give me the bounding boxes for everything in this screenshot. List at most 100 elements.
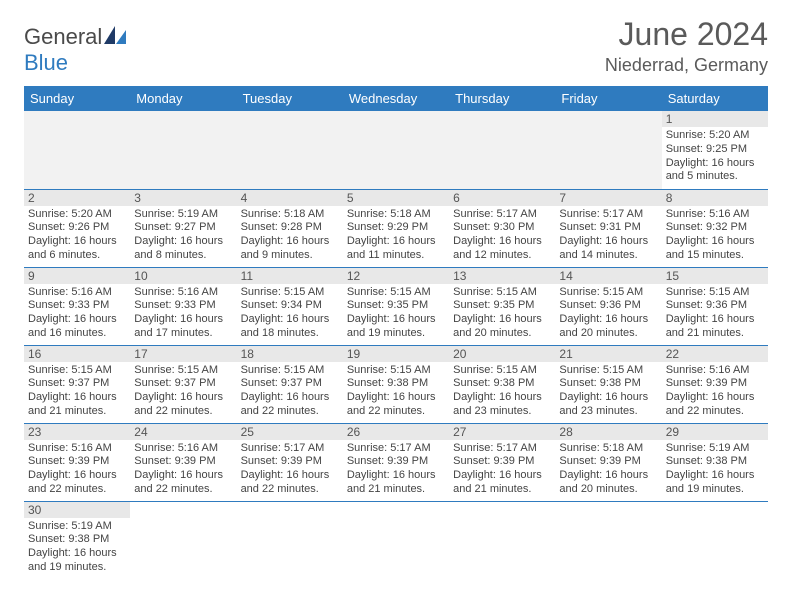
header: General Blue June 2024 Niederrad, German… <box>24 16 768 76</box>
sunrise-text: Sunrise: 5:15 AM <box>241 364 339 378</box>
day-number: 17 <box>130 346 236 362</box>
weekday-header: Friday <box>555 86 661 111</box>
day-data: Sunrise: 5:18 AMSunset: 9:28 PMDaylight:… <box>237 206 343 267</box>
daylight-text: Daylight: 16 hours and 19 minutes. <box>28 547 126 575</box>
day-number: 23 <box>24 424 130 440</box>
calendar-cell: 19Sunrise: 5:15 AMSunset: 9:38 PMDayligh… <box>343 345 449 423</box>
daylight-text: Daylight: 16 hours and 22 minutes. <box>666 391 764 419</box>
sunset-text: Sunset: 9:35 PM <box>347 299 445 313</box>
sunrise-text: Sunrise: 5:15 AM <box>666 286 764 300</box>
sunset-text: Sunset: 9:37 PM <box>241 377 339 391</box>
calendar-cell <box>343 501 449 579</box>
day-number: 27 <box>449 424 555 440</box>
sunset-text: Sunset: 9:29 PM <box>347 221 445 235</box>
title-block: June 2024 Niederrad, Germany <box>605 16 768 76</box>
sunset-text: Sunset: 9:26 PM <box>28 221 126 235</box>
sunset-text: Sunset: 9:38 PM <box>28 533 126 547</box>
calendar-cell: 7Sunrise: 5:17 AMSunset: 9:31 PMDaylight… <box>555 189 661 267</box>
sunrise-text: Sunrise: 5:18 AM <box>559 442 657 456</box>
day-number: 16 <box>24 346 130 362</box>
sunset-text: Sunset: 9:38 PM <box>559 377 657 391</box>
sunrise-text: Sunrise: 5:15 AM <box>134 364 232 378</box>
day-data: Sunrise: 5:17 AMSunset: 9:39 PMDaylight:… <box>237 440 343 501</box>
day-number: 3 <box>130 190 236 206</box>
sunset-text: Sunset: 9:34 PM <box>241 299 339 313</box>
day-data: Sunrise: 5:15 AMSunset: 9:36 PMDaylight:… <box>662 284 768 345</box>
sunset-text: Sunset: 9:39 PM <box>241 455 339 469</box>
sunrise-text: Sunrise: 5:17 AM <box>241 442 339 456</box>
day-number: 15 <box>662 268 768 284</box>
daylight-text: Daylight: 16 hours and 21 minutes. <box>28 391 126 419</box>
calendar-table: Sunday Monday Tuesday Wednesday Thursday… <box>24 86 768 579</box>
sunset-text: Sunset: 9:39 PM <box>453 455 551 469</box>
day-data: Sunrise: 5:18 AMSunset: 9:29 PMDaylight:… <box>343 206 449 267</box>
sunset-text: Sunset: 9:35 PM <box>453 299 551 313</box>
calendar-cell: 2Sunrise: 5:20 AMSunset: 9:26 PMDaylight… <box>24 189 130 267</box>
sunset-text: Sunset: 9:39 PM <box>559 455 657 469</box>
day-data: Sunrise: 5:20 AMSunset: 9:26 PMDaylight:… <box>24 206 130 267</box>
calendar-cell: 9Sunrise: 5:16 AMSunset: 9:33 PMDaylight… <box>24 267 130 345</box>
daylight-text: Daylight: 16 hours and 12 minutes. <box>453 235 551 263</box>
day-number: 24 <box>130 424 236 440</box>
day-data: Sunrise: 5:17 AMSunset: 9:39 PMDaylight:… <box>449 440 555 501</box>
calendar-cell: 10Sunrise: 5:16 AMSunset: 9:33 PMDayligh… <box>130 267 236 345</box>
sunrise-text: Sunrise: 5:16 AM <box>134 442 232 456</box>
calendar-cell: 4Sunrise: 5:18 AMSunset: 9:28 PMDaylight… <box>237 189 343 267</box>
sunrise-text: Sunrise: 5:16 AM <box>134 286 232 300</box>
calendar-week-row: 30Sunrise: 5:19 AMSunset: 9:38 PMDayligh… <box>24 501 768 579</box>
day-data: Sunrise: 5:16 AMSunset: 9:33 PMDaylight:… <box>130 284 236 345</box>
sunrise-text: Sunrise: 5:17 AM <box>559 208 657 222</box>
calendar-cell: 1Sunrise: 5:20 AMSunset: 9:25 PMDaylight… <box>662 111 768 189</box>
daylight-text: Daylight: 16 hours and 22 minutes. <box>134 391 232 419</box>
sunset-text: Sunset: 9:36 PM <box>666 299 764 313</box>
day-data: Sunrise: 5:15 AMSunset: 9:36 PMDaylight:… <box>555 284 661 345</box>
sunset-text: Sunset: 9:27 PM <box>134 221 232 235</box>
calendar-cell: 14Sunrise: 5:15 AMSunset: 9:36 PMDayligh… <box>555 267 661 345</box>
day-data: Sunrise: 5:16 AMSunset: 9:39 PMDaylight:… <box>130 440 236 501</box>
day-data: Sunrise: 5:17 AMSunset: 9:39 PMDaylight:… <box>343 440 449 501</box>
calendar-cell: 11Sunrise: 5:15 AMSunset: 9:34 PMDayligh… <box>237 267 343 345</box>
calendar-cell <box>237 111 343 189</box>
day-data: Sunrise: 5:17 AMSunset: 9:31 PMDaylight:… <box>555 206 661 267</box>
calendar-cell <box>555 111 661 189</box>
day-data: Sunrise: 5:19 AMSunset: 9:38 PMDaylight:… <box>662 440 768 501</box>
calendar-cell <box>130 111 236 189</box>
calendar-week-row: 23Sunrise: 5:16 AMSunset: 9:39 PMDayligh… <box>24 423 768 501</box>
day-number: 21 <box>555 346 661 362</box>
sunrise-text: Sunrise: 5:18 AM <box>347 208 445 222</box>
calendar-week-row: 9Sunrise: 5:16 AMSunset: 9:33 PMDaylight… <box>24 267 768 345</box>
sunset-text: Sunset: 9:32 PM <box>666 221 764 235</box>
day-number: 19 <box>343 346 449 362</box>
sunrise-text: Sunrise: 5:17 AM <box>347 442 445 456</box>
sunrise-text: Sunrise: 5:16 AM <box>666 208 764 222</box>
daylight-text: Daylight: 16 hours and 11 minutes. <box>347 235 445 263</box>
sunrise-text: Sunrise: 5:16 AM <box>28 442 126 456</box>
day-number: 14 <box>555 268 661 284</box>
daylight-text: Daylight: 16 hours and 20 minutes. <box>559 469 657 497</box>
day-data: Sunrise: 5:16 AMSunset: 9:39 PMDaylight:… <box>662 362 768 423</box>
calendar-cell: 13Sunrise: 5:15 AMSunset: 9:35 PMDayligh… <box>449 267 555 345</box>
weekday-header-row: Sunday Monday Tuesday Wednesday Thursday… <box>24 86 768 111</box>
calendar-cell: 17 Sunrise: 5:15 AMSunset: 9:37 PMDayligh… <box>130 345 236 423</box>
weekday-header: Tuesday <box>237 86 343 111</box>
day-data: Sunrise: 5:18 AMSunset: 9:39 PMDaylight:… <box>555 440 661 501</box>
day-number: 25 <box>237 424 343 440</box>
day-number: 9 <box>24 268 130 284</box>
daylight-text: Daylight: 16 hours and 22 minutes. <box>241 469 339 497</box>
day-number: 10 <box>130 268 236 284</box>
day-data: Sunrise: 5:19 AMSunset: 9:27 PMDaylight:… <box>130 206 236 267</box>
calendar-cell: 15Sunrise: 5:15 AMSunset: 9:36 PMDayligh… <box>662 267 768 345</box>
sunset-text: Sunset: 9:39 PM <box>347 455 445 469</box>
day-data: Sunrise: 5:15 AMSunset: 9:37 PMDaylight:… <box>237 362 343 423</box>
day-number: 8 <box>662 190 768 206</box>
sunset-text: Sunset: 9:25 PM <box>666 143 764 157</box>
sunset-text: Sunset: 9:33 PM <box>28 299 126 313</box>
sunset-text: Sunset: 9:37 PM <box>134 377 232 391</box>
daylight-text: Daylight: 16 hours and 8 minutes. <box>134 235 232 263</box>
day-data: Sunrise: 5:15 AMSunset: 9:34 PMDaylight:… <box>237 284 343 345</box>
sunrise-text: Sunrise: 5:15 AM <box>347 364 445 378</box>
sunset-text: Sunset: 9:37 PM <box>28 377 126 391</box>
day-data: Sunrise: 5:15 AMSunset: 9:38 PMDaylight:… <box>449 362 555 423</box>
sunrise-text: Sunrise: 5:18 AM <box>241 208 339 222</box>
calendar-cell <box>449 111 555 189</box>
